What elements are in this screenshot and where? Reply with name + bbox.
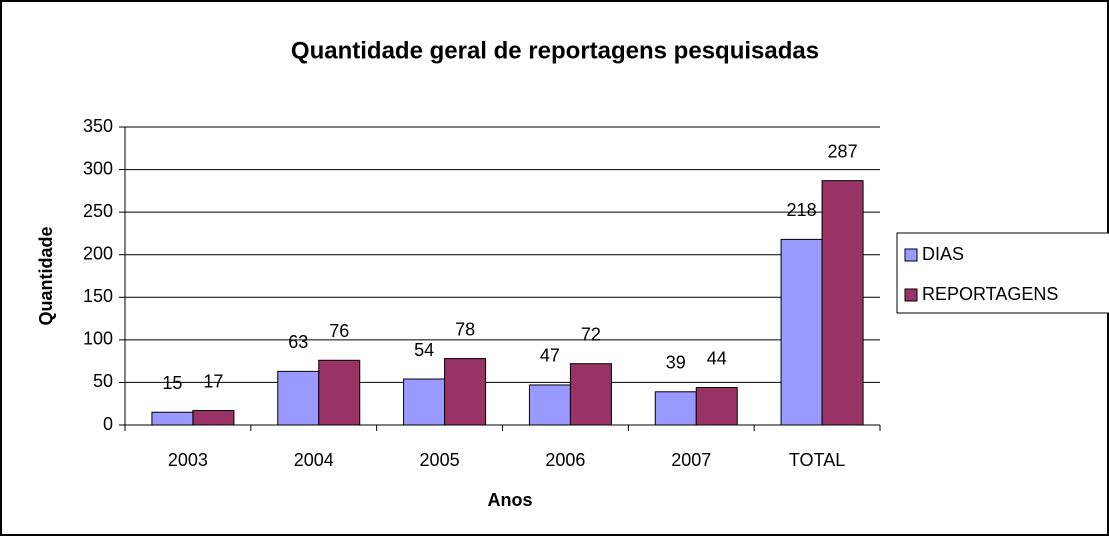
legend-box	[896, 232, 1109, 314]
y-tick-label: 250	[83, 201, 113, 221]
x-tick-label: 2003	[168, 450, 208, 470]
x-tick-label: 2004	[294, 450, 334, 470]
bar	[695, 387, 738, 426]
bar	[403, 378, 446, 426]
value-label: 39	[666, 353, 686, 373]
bar	[277, 370, 320, 426]
value-label: 15	[162, 373, 182, 393]
bar	[192, 410, 235, 426]
bar	[569, 363, 612, 426]
x-tick-label: 2007	[671, 450, 711, 470]
x-tick-label: TOTAL	[789, 450, 845, 470]
y-tick-label: 350	[83, 116, 113, 136]
bar	[821, 180, 864, 426]
x-tick-label: 2006	[545, 450, 585, 470]
bar	[151, 411, 194, 426]
chart-title: Quantidade geral de reportagens pesquisa…	[291, 37, 819, 64]
x-tick-label: 2005	[420, 450, 460, 470]
x-axis-label: Anos	[488, 490, 533, 510]
value-label: 47	[540, 346, 560, 366]
value-label: 44	[707, 348, 727, 368]
value-label: 17	[203, 371, 223, 391]
bar	[654, 391, 697, 426]
y-tick-label: 300	[83, 158, 113, 178]
y-tick-label: 150	[83, 286, 113, 306]
value-label: 63	[288, 332, 308, 352]
legend-swatch	[904, 288, 918, 302]
legend-label: REPORTAGENS	[922, 284, 1058, 304]
value-label: 218	[787, 200, 817, 220]
bar	[318, 359, 361, 426]
bar	[780, 238, 823, 426]
bar	[528, 384, 571, 426]
legend-label: DIAS	[922, 244, 964, 264]
value-label: 287	[828, 141, 858, 161]
value-label: 72	[581, 324, 601, 344]
value-label: 54	[414, 340, 434, 360]
y-tick-label: 50	[93, 371, 113, 391]
y-tick-label: 100	[83, 329, 113, 349]
y-axis-label: Quantidade	[36, 226, 56, 325]
y-tick-label: 0	[103, 414, 113, 434]
legend-swatch	[904, 248, 918, 262]
y-tick-label: 200	[83, 243, 113, 263]
value-label: 76	[329, 321, 349, 341]
bar	[444, 358, 487, 426]
value-label: 78	[455, 319, 475, 339]
